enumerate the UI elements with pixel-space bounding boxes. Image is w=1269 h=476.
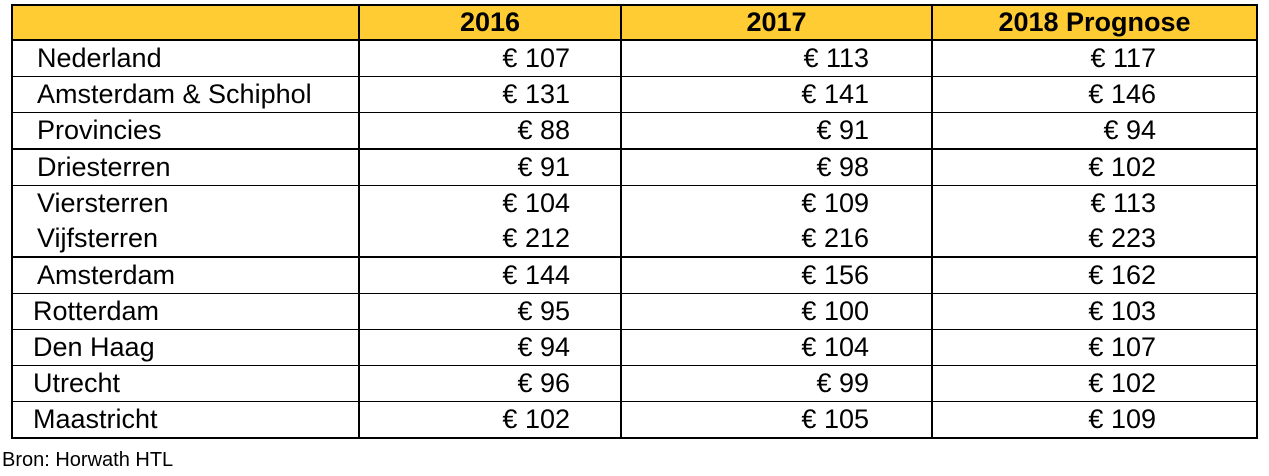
cell-2018: € 107 [931,329,1258,366]
table-row: Den Haag € 94 € 104 € 107 [11,329,1258,366]
row-label: Viersterren [11,185,360,221]
table-row: Driesterren € 91 € 98 € 102 [11,149,1258,186]
row-label: Utrecht [11,365,360,402]
cell-2018: € 109 [931,401,1258,439]
table-row: Viersterren € 104 € 109 € 113 [11,185,1258,221]
table-row: Maastricht € 102 € 105 € 109 [11,401,1258,439]
row-label: Driesterren [11,149,360,186]
row-label: Maastricht [11,401,360,439]
header-cell-empty [11,4,360,41]
row-label: Amsterdam [11,257,360,294]
row-label: Provincies [11,112,360,150]
cell-2018: € 162 [931,257,1258,294]
cell-2016: € 107 [358,40,622,77]
cell-2017: € 105 [620,401,933,439]
table-row: Nederland € 107 € 113 € 117 [11,40,1258,77]
data-table: 2016 2017 2018 Prognose Nederland € 107 … [11,4,1258,439]
row-label: Vijfsterren [11,221,360,258]
cell-2017: € 156 [620,257,933,294]
row-label: Rotterdam [11,293,360,330]
cell-2018: € 223 [931,221,1258,258]
cell-2018: € 103 [931,293,1258,330]
cell-2016: € 88 [358,112,622,150]
cell-2016: € 95 [358,293,622,330]
cell-2017: € 104 [620,329,933,366]
cell-2018: € 117 [931,40,1258,77]
header-cell-2018-prognose: 2018 Prognose [931,4,1258,41]
row-label: Nederland [11,40,360,77]
table-row: Rotterdam € 95 € 100 € 103 [11,293,1258,330]
cell-2017: € 141 [620,76,933,113]
cell-2016: € 104 [358,185,622,221]
cell-2018: € 102 [931,365,1258,402]
cell-2017: € 100 [620,293,933,330]
table-row: Amsterdam € 144 € 156 € 162 [11,257,1258,294]
cell-2017: € 109 [620,185,933,221]
header-cell-2016: 2016 [358,4,622,41]
cell-2016: € 94 [358,329,622,366]
table-row: Provincies € 88 € 91 € 94 [11,112,1258,150]
cell-2017: € 91 [620,112,933,150]
table-row: Utrecht € 96 € 99 € 102 [11,365,1258,402]
cell-2016: € 91 [358,149,622,186]
cell-2016: € 131 [358,76,622,113]
row-label: Amsterdam & Schiphol [11,76,360,113]
cell-2017: € 113 [620,40,933,77]
cell-2016: € 96 [358,365,622,402]
source-note: Bron: Horwath HTL [2,449,174,471]
cell-2018: € 94 [931,112,1258,150]
table-row: Vijfsterren € 212 € 216 € 223 [11,221,1258,258]
cell-2017: € 98 [620,149,933,186]
cell-2018: € 113 [931,185,1258,221]
cell-2018: € 146 [931,76,1258,113]
header-row: 2016 2017 2018 Prognose [11,4,1258,41]
cell-2016: € 102 [358,401,622,439]
table-row: Amsterdam & Schiphol € 131 € 141 € 146 [11,76,1258,113]
cell-2017: € 99 [620,365,933,402]
cell-2016: € 144 [358,257,622,294]
cell-2016: € 212 [358,221,622,258]
row-label: Den Haag [11,329,360,366]
cell-2018: € 102 [931,149,1258,186]
cell-2017: € 216 [620,221,933,258]
header-cell-2017: 2017 [620,4,933,41]
data-table-container: 2016 2017 2018 Prognose Nederland € 107 … [11,4,1258,439]
